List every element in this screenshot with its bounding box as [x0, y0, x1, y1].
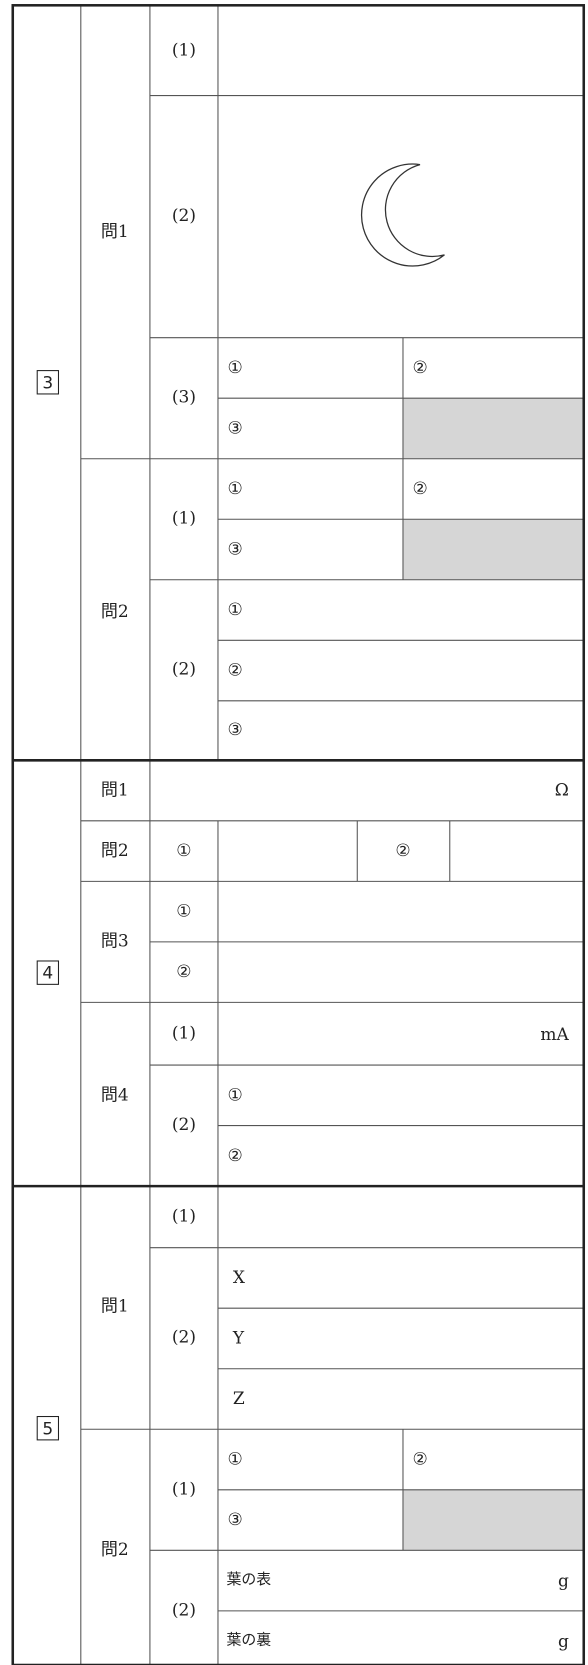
item-label: ②	[176, 962, 191, 982]
part-label: (2)	[172, 660, 196, 680]
part-label: (2)	[172, 1115, 196, 1135]
section-number: 5	[42, 1419, 53, 1439]
question-label: 問1	[101, 1297, 129, 1317]
item-label: ②	[228, 661, 243, 681]
item-label: ①	[176, 841, 191, 861]
item-label: ③	[228, 540, 243, 560]
question-label: 問2	[101, 841, 129, 861]
shaded-cell	[402, 1489, 584, 1551]
shaded-cell	[402, 398, 584, 459]
item-label: ①	[228, 600, 243, 620]
section-number: 4	[42, 964, 53, 984]
item-label: ③	[228, 720, 243, 740]
shading	[402, 398, 584, 1551]
part-label: (1)	[172, 40, 196, 60]
question-label: 問1	[101, 222, 129, 242]
part-label: (3)	[172, 388, 196, 408]
item-label: ③	[228, 1510, 243, 1530]
outer-border	[11, 4, 586, 1665]
labels: 3 問1 (1) (2) (3) ① ② ③ 問2 (1) ① ② ③ (2) …	[42, 40, 569, 1652]
question-label: 問3	[101, 931, 129, 951]
item-label: ②	[413, 479, 428, 499]
item-label: ①	[228, 1085, 243, 1105]
part-label: (2)	[172, 1600, 196, 1620]
part-label: (1)	[172, 1024, 196, 1044]
part-label: (2)	[172, 206, 196, 226]
unit: g	[558, 1572, 569, 1592]
unit: mA	[540, 1025, 569, 1045]
number-box	[36, 960, 60, 985]
shaded-cell	[402, 519, 584, 580]
item-label: ②	[228, 1146, 243, 1166]
part-label: (1)	[172, 1479, 196, 1499]
question-label: 問2	[101, 1540, 129, 1560]
question-label: 問1	[101, 781, 129, 801]
item-label: X	[233, 1268, 246, 1288]
section-boxes	[36, 370, 60, 1441]
item-label: Y	[232, 1329, 245, 1349]
question-label: 問4	[101, 1085, 129, 1105]
row-label: 葉の表	[226, 1570, 271, 1588]
part-label: (2)	[172, 1327, 196, 1347]
section-number: 3	[42, 373, 53, 393]
item-label: ②	[413, 358, 428, 378]
moon-figure	[360, 163, 445, 267]
item-label: Z	[233, 1389, 245, 1409]
item-label: ①	[228, 479, 243, 499]
unit: Ω	[555, 781, 569, 801]
item-label: ②	[395, 841, 410, 861]
item-label: ②	[413, 1450, 428, 1470]
row-label: 葉の裏	[226, 1631, 271, 1649]
item-label: ①	[228, 358, 243, 378]
grid-lines	[11, 4, 586, 1665]
question-label: 問2	[101, 602, 129, 622]
unit: g	[558, 1632, 569, 1652]
item-label: ①	[176, 902, 191, 922]
number-box	[36, 1415, 60, 1441]
item-label: ③	[228, 418, 243, 438]
number-box	[36, 370, 60, 395]
part-label: (1)	[172, 1206, 196, 1226]
item-label: ①	[228, 1450, 243, 1470]
part-label: (1)	[172, 509, 196, 529]
